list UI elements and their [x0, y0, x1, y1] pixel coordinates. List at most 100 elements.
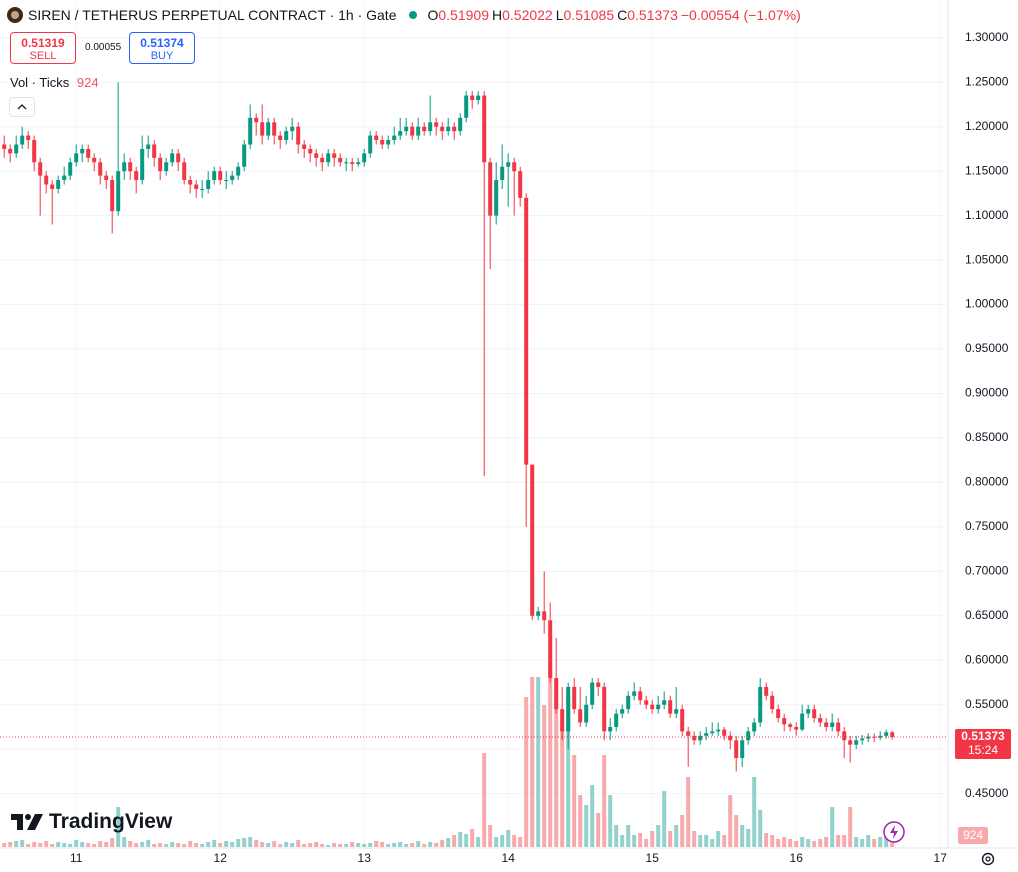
candle-body [470, 95, 475, 101]
candle-body [494, 180, 499, 216]
candle-body [428, 122, 433, 132]
y-tick-label: 0.65000 [965, 608, 1009, 622]
volume-bar [650, 831, 655, 847]
volume-bar [212, 840, 217, 847]
candle-body [170, 153, 175, 163]
collapse-button[interactable] [9, 97, 35, 117]
candle-body [740, 740, 745, 759]
volume-bar [218, 843, 223, 847]
y-tick-label: 1.05000 [965, 252, 1009, 266]
candle-body [248, 117, 253, 145]
volume-bar [536, 677, 541, 847]
volume-bar [614, 825, 619, 847]
volume-bar [596, 813, 601, 847]
candle-body [212, 171, 217, 181]
candle-body [140, 148, 145, 181]
volume-bar [824, 837, 829, 847]
candle-body [362, 153, 367, 163]
x-tick-label: 11 [70, 851, 83, 865]
candle-body [350, 162, 355, 165]
volume-bar [350, 842, 355, 847]
volume-bar [674, 825, 679, 847]
lightning-button[interactable] [882, 820, 906, 844]
volume-bar [602, 755, 607, 847]
volume-bar [248, 837, 253, 847]
volume-bar [692, 831, 697, 847]
candle-body [458, 117, 463, 132]
volume-bar [284, 842, 289, 847]
volume-bar [740, 825, 745, 847]
candle-body [626, 695, 631, 710]
volume-bar [854, 837, 859, 847]
volume-bar [440, 840, 445, 847]
volume-bar [254, 840, 259, 847]
collapse-icon [17, 104, 27, 110]
settings-button[interactable] [978, 849, 998, 869]
candle-body [530, 464, 535, 616]
y-tick-label: 0.55000 [965, 697, 1009, 711]
candle-body [488, 162, 493, 216]
buy-button[interactable]: 0.51374 BUY [129, 32, 195, 64]
volume-bar [326, 845, 331, 847]
volume-bar [446, 838, 451, 847]
volume-bar [50, 844, 55, 847]
volume-bar [704, 835, 709, 847]
volume-bar [26, 844, 31, 847]
candle-body [68, 162, 73, 176]
volume-bar [842, 835, 847, 847]
candle-body [878, 735, 883, 738]
candle-body [254, 117, 259, 123]
candle-body [800, 713, 805, 730]
y-tick-label: 1.00000 [965, 297, 1009, 311]
candle-body [758, 686, 763, 723]
candle-body [386, 140, 391, 145]
candle-body [884, 732, 889, 736]
volume-bar [134, 843, 139, 847]
volume-bar [608, 795, 613, 847]
logo-icon [11, 814, 43, 830]
candle-body [314, 153, 319, 158]
symbol-title[interactable]: SIREN / TETHERUS PERPETUAL CONTRACT · 1h… [28, 7, 397, 23]
candle-body [872, 736, 877, 738]
volume-bar [230, 842, 235, 847]
candle-body [278, 135, 283, 141]
volume-bar [584, 805, 589, 847]
candle-body [368, 135, 373, 154]
candle-body [8, 148, 13, 154]
candle-body [338, 157, 343, 163]
candle-body [650, 704, 655, 710]
volume-title[interactable]: Vol · Ticks [10, 75, 70, 90]
volume-bar [758, 810, 763, 847]
candle-body [44, 175, 49, 185]
candle-body [764, 686, 769, 696]
candle-body [818, 718, 823, 723]
volume-bar [686, 777, 691, 847]
volume-bar [8, 842, 13, 847]
candle-body [194, 184, 199, 189]
candle-body [794, 726, 799, 730]
candle-body [446, 126, 451, 132]
candle-body [218, 171, 223, 181]
x-tick-label: 12 [214, 851, 228, 865]
volume-bar [752, 777, 757, 847]
candle-body [32, 140, 37, 163]
candle-body [638, 691, 643, 701]
volume-bar [398, 842, 403, 847]
candle-body [746, 731, 751, 741]
candle-body [524, 197, 529, 465]
volume-bar [68, 844, 73, 847]
x-tick-label: 16 [790, 851, 804, 865]
volume-bar [104, 842, 109, 847]
candle-body [434, 122, 439, 127]
candle-body [392, 135, 397, 141]
candle-body [512, 162, 517, 172]
sell-label: SELL [29, 50, 57, 62]
sell-button[interactable]: 0.51319 SELL [10, 32, 76, 64]
volume-bar [434, 843, 439, 847]
candle-body [374, 135, 379, 141]
candle-body [404, 126, 409, 132]
grid [0, 0, 948, 847]
candle-body [830, 722, 835, 727]
y-tick-label: 0.95000 [965, 341, 1009, 355]
